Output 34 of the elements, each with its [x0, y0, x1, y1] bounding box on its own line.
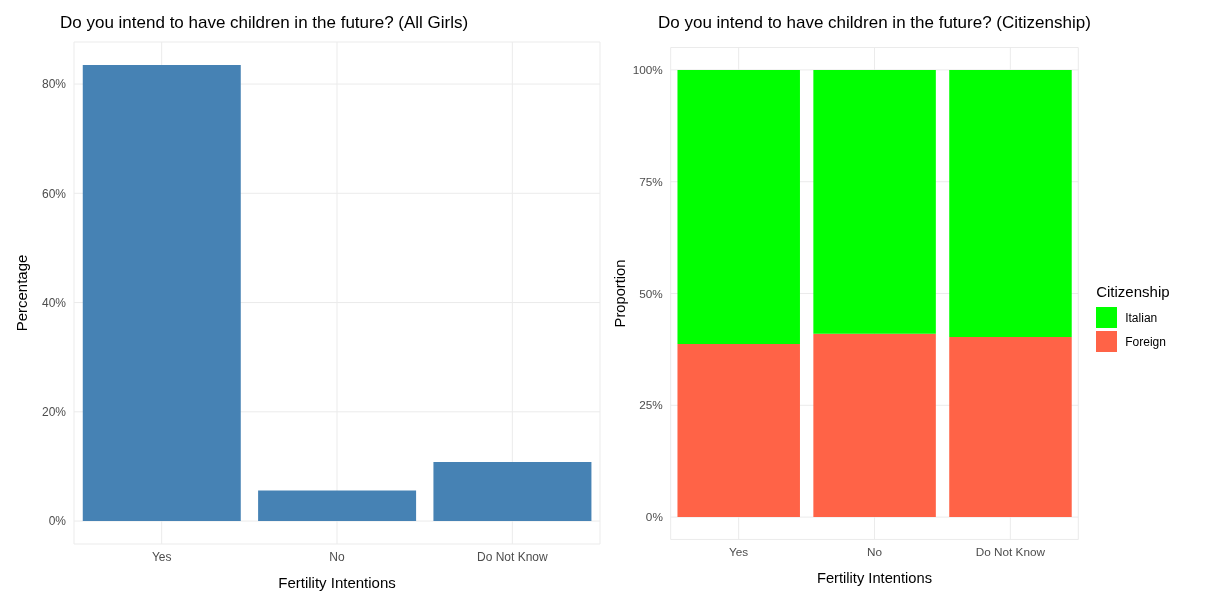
- bar: [677, 344, 800, 518]
- bar: [82, 64, 241, 522]
- bar: [258, 490, 417, 522]
- y-tick-label: 0%: [48, 514, 67, 529]
- y-tick-label: 80%: [41, 77, 67, 92]
- legend-title: Citizenship: [1096, 282, 1171, 300]
- x-tick-label: No: [329, 549, 345, 564]
- x-tick-label: No: [866, 544, 883, 558]
- x-axis-title: Fertility Intentions: [278, 574, 396, 591]
- y-tick-label: 100%: [632, 63, 664, 77]
- bar: [949, 336, 1072, 518]
- y-tick-label: 20%: [41, 405, 67, 420]
- y-tick-label: 40%: [41, 295, 67, 310]
- bar: [949, 69, 1072, 337]
- bar: [677, 69, 800, 345]
- y-tick-label: 75%: [639, 174, 664, 188]
- bar: [433, 462, 592, 522]
- x-axis-title: Fertility Intentions: [816, 569, 933, 586]
- x-tick-label: Do Not Know: [975, 544, 1046, 558]
- legend-label: Foreign: [1125, 334, 1166, 349]
- x-tick-label: Yes: [151, 549, 172, 564]
- x-tick-label: Yes: [729, 544, 749, 558]
- y-tick-label: 0%: [645, 510, 664, 524]
- y-axis-title: Percentage: [13, 254, 31, 332]
- bar: [813, 333, 936, 518]
- x-tick-label: Do Not Know: [476, 549, 549, 564]
- chart-title: Do you intend to have children in the future? (Citizenship): [657, 12, 1092, 34]
- y-tick-label: 60%: [41, 186, 67, 201]
- chart-title: Do you intend to have children in the future? (All Girls): [59, 12, 470, 34]
- y-axis-title: Proportion: [611, 259, 628, 328]
- y-tick-label: 50%: [639, 286, 664, 300]
- bar: [813, 69, 936, 334]
- y-tick-label: 25%: [639, 398, 664, 412]
- legend-label: Italian: [1125, 310, 1158, 325]
